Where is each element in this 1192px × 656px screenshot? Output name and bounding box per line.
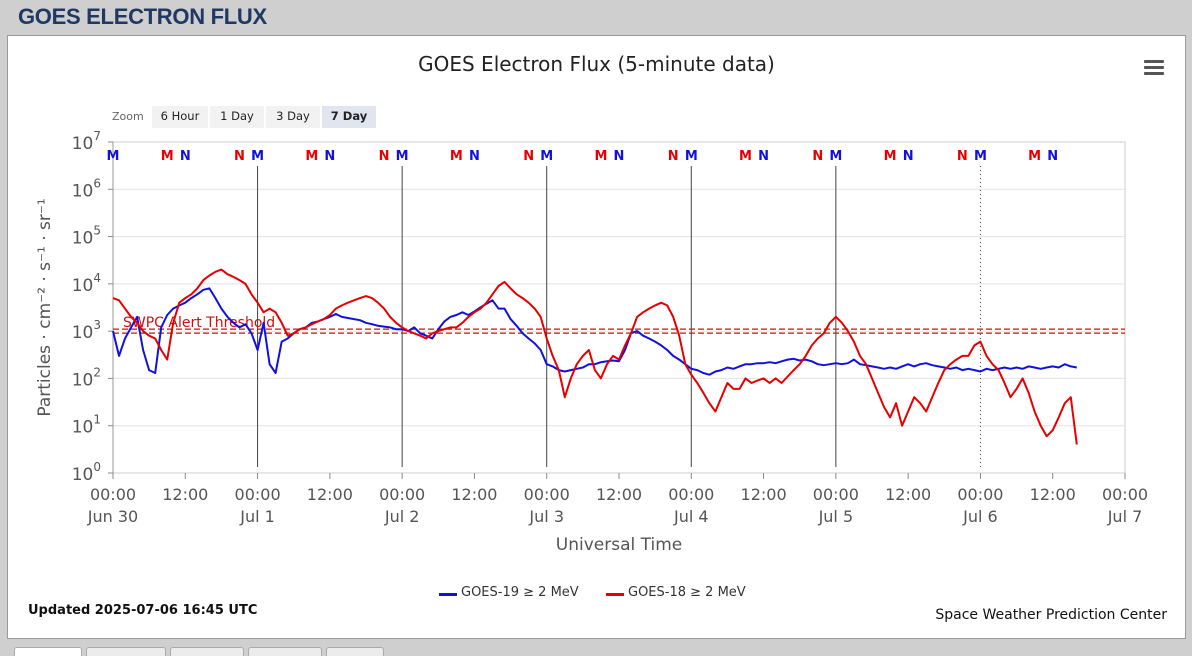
y-tick-label: 105 bbox=[72, 224, 101, 249]
x-tick-label: 00:00 bbox=[957, 485, 1003, 504]
x-tick-date-label: Jul 1 bbox=[239, 507, 275, 526]
legend-swatch-goes18 bbox=[606, 593, 624, 596]
x-tick-label: 00:00 bbox=[90, 485, 136, 504]
chart-menu-icon[interactable] bbox=[1144, 60, 1164, 78]
marker-label: N bbox=[812, 149, 823, 164]
marker-label: M bbox=[540, 149, 553, 164]
marker-label: M bbox=[594, 149, 607, 164]
y-tick-label: 106 bbox=[72, 176, 101, 201]
marker-label: M bbox=[1028, 149, 1041, 164]
x-tick-date-label: Jul 5 bbox=[818, 507, 854, 526]
x-tick-label: 12:00 bbox=[741, 485, 787, 504]
x-tick-date-label: Jul 4 bbox=[673, 507, 709, 526]
updated-timestamp: Updated 2025-07-06 16:45 UTC bbox=[28, 603, 258, 618]
series-line-goes19 bbox=[112, 287, 1077, 376]
source-credit: Space Weather Prediction Center bbox=[935, 607, 1167, 623]
zoom-6-hour-button[interactable]: 6 Hour bbox=[152, 106, 208, 128]
chart-title: GOES Electron Flux (5-minute data) bbox=[418, 52, 775, 76]
y-tick-label: 104 bbox=[72, 271, 101, 296]
x-tick-date-label: Jul 6 bbox=[962, 507, 998, 526]
marker-label: N bbox=[668, 149, 679, 164]
marker-label: M bbox=[396, 149, 409, 164]
marker-label: M bbox=[450, 149, 463, 164]
marker-label: N bbox=[180, 149, 191, 164]
x-tick-date-label: Jun 30 bbox=[87, 507, 138, 526]
x-tick-label: 00:00 bbox=[379, 485, 425, 504]
marker-label: N bbox=[324, 149, 335, 164]
marker-label: M bbox=[739, 149, 752, 164]
legend-label-goes18: GOES-18 ≥ 2 MeV bbox=[628, 585, 746, 600]
marker-label: N bbox=[234, 149, 245, 164]
marker-label: M bbox=[829, 149, 842, 164]
x-tick-date-label: Jul 2 bbox=[384, 507, 420, 526]
marker-label: M bbox=[685, 149, 698, 164]
x-tick-date-label: Jul 7 bbox=[1107, 507, 1143, 526]
y-axis-title: Particles · cm⁻² · s⁻¹ · sr⁻¹ bbox=[35, 198, 55, 416]
x-tick-date-label: Jul 3 bbox=[528, 507, 564, 526]
marker-label: N bbox=[758, 149, 769, 164]
marker-label: M bbox=[884, 149, 897, 164]
x-tick-label: 00:00 bbox=[668, 485, 714, 504]
y-tick-label: 103 bbox=[72, 318, 101, 343]
x-tick-label: 12:00 bbox=[596, 485, 642, 504]
legend-label-goes19: GOES-19 ≥ 2 MeV bbox=[461, 585, 579, 600]
x-tick-label: 00:00 bbox=[1102, 485, 1148, 504]
x-tick-label: 12:00 bbox=[1030, 485, 1076, 504]
marker-label: N bbox=[957, 149, 968, 164]
x-tick-label: 00:00 bbox=[813, 485, 859, 504]
legend: GOES-19 ≥ 2 MeV GOES-18 ≥ 2 MeV bbox=[8, 585, 1185, 605]
x-tick-label: 00:00 bbox=[524, 485, 570, 504]
x-tick-label: 12:00 bbox=[885, 485, 931, 504]
marker-label: N bbox=[469, 149, 480, 164]
legend-swatch-goes19 bbox=[439, 593, 457, 596]
x-tick-label: 12:00 bbox=[162, 485, 208, 504]
marker-label: N bbox=[614, 149, 625, 164]
threshold-label: SWPC Alert Threshold bbox=[123, 315, 275, 331]
chart-svg: 100 101 102 103 104 105 106 107 00:00 Jun 30 12:00… bbox=[35, 129, 1148, 555]
marker-label: N bbox=[379, 149, 390, 164]
x-tick-label: 00:00 bbox=[235, 485, 281, 504]
x-tick-label: 12:00 bbox=[307, 485, 353, 504]
y-tick-label: 107 bbox=[72, 129, 101, 154]
chart-panel: 100 101 102 103 104 105 106 107 00:00 Jun 30 12:00… bbox=[7, 35, 1186, 639]
y-tick-label: 100 bbox=[72, 460, 101, 485]
zoom-1-day-button[interactable]: 1 Day bbox=[210, 106, 264, 128]
marker-label: M bbox=[161, 149, 174, 164]
zoom-3-day-button[interactable]: 3 Day bbox=[266, 106, 320, 128]
page-header: GOES ELECTRON FLUX bbox=[0, 0, 1192, 34]
plot-border bbox=[112, 141, 1126, 474]
marker-label: M bbox=[107, 149, 120, 164]
zoom-7-day-button[interactable]: 7 Day bbox=[322, 106, 376, 128]
series-line-goes18 bbox=[112, 268, 1078, 445]
x-axis-title: Universal Time bbox=[556, 535, 682, 555]
y-tick-label: 102 bbox=[72, 365, 101, 390]
zoom-label: Zoom bbox=[112, 110, 144, 123]
marker-label: N bbox=[523, 149, 534, 164]
marker-label: M bbox=[974, 149, 987, 164]
y-tick-label: 101 bbox=[72, 413, 101, 438]
marker-label: N bbox=[903, 149, 914, 164]
page-title: GOES ELECTRON FLUX bbox=[18, 4, 267, 29]
marker-label: N bbox=[1047, 149, 1058, 164]
marker-label: M bbox=[251, 149, 264, 164]
x-tick-label: 12:00 bbox=[451, 485, 497, 504]
marker-label: M bbox=[305, 149, 318, 164]
